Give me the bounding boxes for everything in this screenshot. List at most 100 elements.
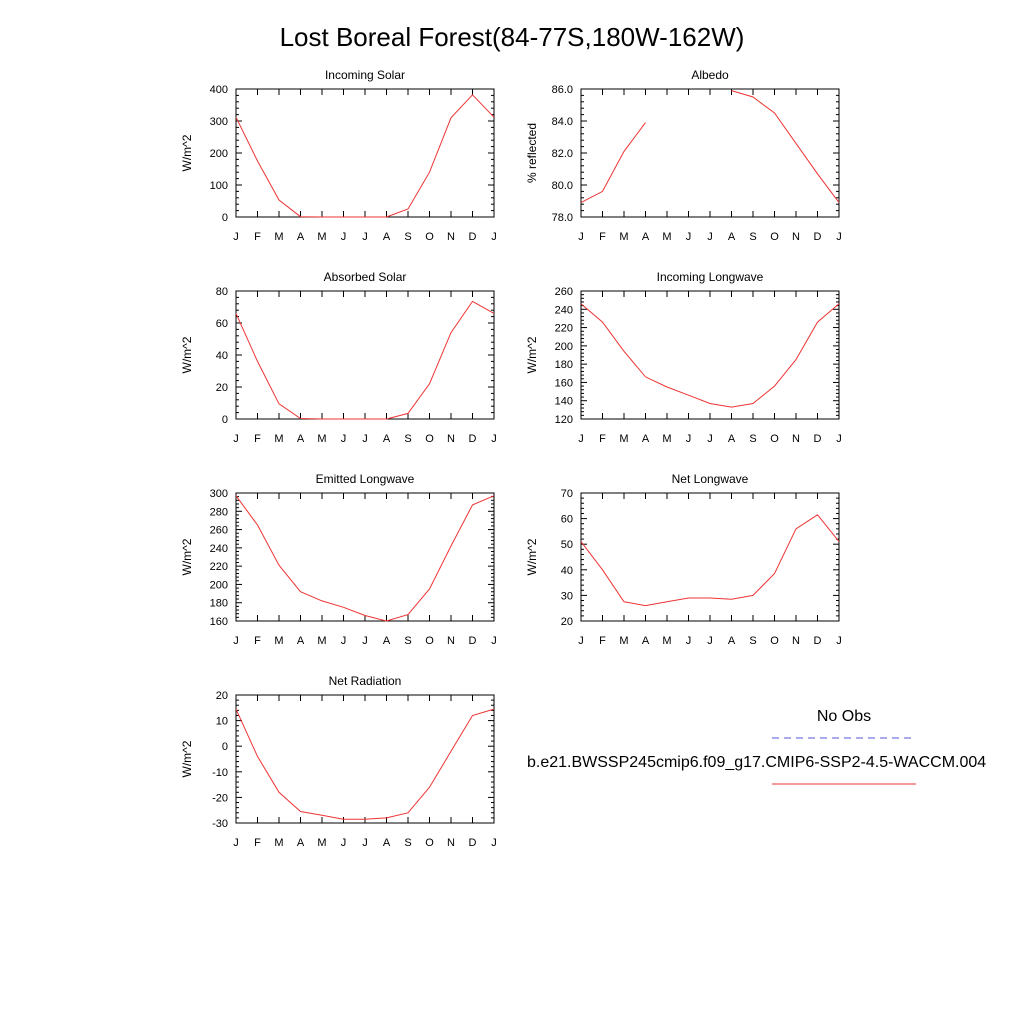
y-axis-label: % reflected [525,123,539,183]
x-tick-label: F [599,433,606,445]
x-tick-label: M [317,635,326,647]
x-tick-label: M [274,231,283,243]
x-tick-label: F [254,635,261,647]
x-tick-label: A [642,231,650,243]
y-tick-label: 60 [216,318,228,330]
x-tick-label: N [447,433,455,445]
x-tick-label: M [317,231,326,243]
x-tick-label: F [254,231,261,243]
y-tick-label: 200 [555,341,573,353]
y-tick-label: 220 [210,561,228,573]
plot-frame [580,492,840,622]
x-tick-label: O [425,837,434,849]
x-tick-label: A [297,231,305,243]
x-tick-label: J [491,433,497,445]
x-tick-label: N [447,635,455,647]
y-tick-label: -10 [212,767,228,779]
y-axis-label: W/m^2 [180,134,194,171]
y-tick-label: 0 [222,414,228,426]
panel-title: Emitted Longwave [316,472,415,486]
x-tick-label: J [362,635,368,647]
x-tick-label: A [383,837,391,849]
x-tick-label: A [728,433,736,445]
x-tick-label: A [383,231,391,243]
x-tick-label: J [233,837,239,849]
x-tick-label: A [297,837,305,849]
x-tick-label: A [642,635,650,647]
y-tick-label: 10 [216,716,228,728]
y-tick-label: 78.0 [552,212,573,224]
y-axis-label: W/m^2 [525,538,539,575]
x-tick-label: J [341,837,347,849]
y-axis-label: W/m^2 [180,336,194,373]
y-tick-label: 80.0 [552,180,573,192]
y-tick-label: 120 [555,414,573,426]
x-tick-label: M [662,433,671,445]
x-tick-label: A [728,231,736,243]
x-tick-label: M [662,231,671,243]
x-tick-label: N [447,231,455,243]
series-line [235,495,495,622]
x-tick-label: D [469,231,477,243]
x-tick-label: S [404,433,411,445]
x-tick-label: M [274,635,283,647]
x-tick-label: J [233,231,239,243]
x-tick-label: A [383,433,391,445]
x-tick-label: M [619,231,628,243]
x-tick-label: S [404,837,411,849]
x-tick-label: J [233,433,239,445]
x-tick-label: J [707,433,713,445]
x-tick-label: J [341,433,347,445]
y-tick-label: 0 [222,741,228,753]
y-tick-label: 220 [555,323,573,335]
x-tick-label: A [728,635,736,647]
x-tick-label: A [383,635,391,647]
x-tick-label: J [578,433,584,445]
y-tick-label: 82.0 [552,148,573,160]
y-axis-label: W/m^2 [180,538,194,575]
y-tick-label: -30 [212,818,228,830]
x-tick-label: J [836,433,842,445]
x-tick-label: M [317,837,326,849]
x-tick-label: O [425,231,434,243]
x-tick-label: J [707,231,713,243]
y-tick-label: 240 [555,304,573,316]
x-tick-label: O [770,635,779,647]
plot-frame [235,290,495,420]
x-tick-label: N [792,635,800,647]
x-tick-label: O [770,433,779,445]
y-tick-label: 280 [210,506,228,518]
legend-obs-label: No Obs [817,708,871,725]
y-tick-label: 84.0 [552,116,573,128]
panel-title: Absorbed Solar [324,270,407,284]
x-tick-label: A [642,433,650,445]
y-tick-label: 100 [210,180,228,192]
y-tick-label: 20 [561,616,573,628]
x-tick-label: D [814,635,822,647]
x-tick-label: S [749,635,756,647]
x-tick-label: J [491,635,497,647]
plot-frame [580,290,840,420]
panel-title: Incoming Longwave [657,270,764,284]
x-tick-label: D [469,837,477,849]
x-tick-label: D [814,433,822,445]
legend-model-label: b.e21.BWSSP245cmip6.f09_g17.CMIP6-SSP2-4… [527,754,986,771]
figure-title: Lost Boreal Forest(84-77S,180W-162W) [280,22,745,52]
y-tick-label: 200 [210,148,228,160]
y-tick-label: 400 [210,84,228,96]
x-tick-label: O [770,231,779,243]
x-tick-label: A [297,433,305,445]
x-tick-label: M [317,433,326,445]
series-line [235,708,495,820]
y-tick-label: 240 [210,543,228,555]
y-tick-label: 160 [210,616,228,628]
series-line [731,90,840,203]
x-tick-label: N [792,433,800,445]
